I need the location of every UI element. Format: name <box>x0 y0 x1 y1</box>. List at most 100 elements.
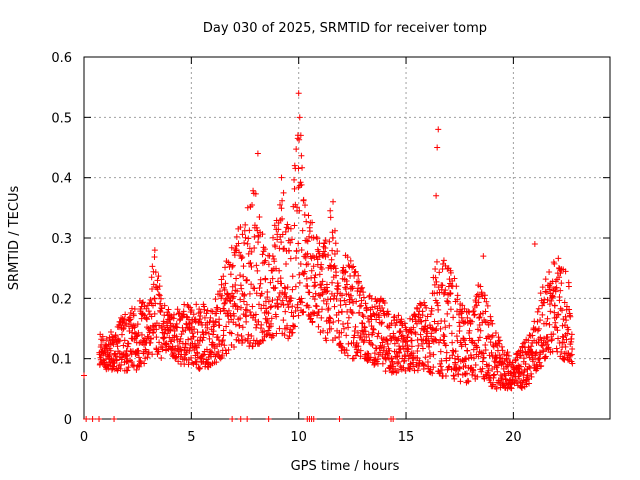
data-point <box>546 284 553 291</box>
data-point <box>408 337 415 344</box>
data-point <box>352 269 359 276</box>
data-point <box>150 330 157 337</box>
data-point <box>239 254 246 261</box>
data-point <box>444 265 451 272</box>
data-point <box>259 231 266 238</box>
data-point <box>480 354 487 361</box>
data-point <box>244 204 251 211</box>
data-point <box>447 269 454 276</box>
data-point <box>319 278 326 285</box>
data-point <box>322 237 329 244</box>
data-point <box>120 325 127 332</box>
data-point <box>548 337 555 344</box>
data-point <box>537 317 544 324</box>
data-point <box>229 263 236 270</box>
data-point <box>292 254 299 261</box>
data-point <box>535 305 542 312</box>
data-point <box>440 290 447 297</box>
data-point <box>196 306 203 313</box>
data-point <box>442 262 449 269</box>
data-point <box>219 337 226 344</box>
data-point <box>221 300 228 307</box>
data-point <box>310 416 317 422</box>
data-point <box>222 296 229 303</box>
data-point <box>478 289 485 296</box>
data-point <box>357 333 364 340</box>
data-point <box>413 320 420 327</box>
data-point <box>308 267 315 274</box>
data-point <box>223 350 230 357</box>
data-point <box>151 295 158 302</box>
data-point <box>421 299 428 306</box>
data-point <box>535 356 542 363</box>
data-point <box>288 295 295 302</box>
data-point <box>391 313 398 320</box>
data-point <box>553 284 560 291</box>
data-point <box>569 360 576 367</box>
data-point <box>350 263 357 270</box>
data-point <box>422 354 429 361</box>
data-point <box>537 334 544 341</box>
data-point <box>381 343 388 350</box>
data-point <box>459 302 466 309</box>
data-point <box>320 248 327 255</box>
data-point <box>269 275 276 282</box>
data-point <box>222 299 229 306</box>
data-point <box>181 301 188 308</box>
data-point <box>356 310 363 317</box>
data-point <box>359 312 366 319</box>
data-point <box>536 355 543 362</box>
data-point <box>260 337 267 344</box>
data-point <box>155 348 162 355</box>
data-point <box>449 339 456 346</box>
data-point <box>496 380 503 387</box>
grid <box>84 57 610 419</box>
data-point <box>215 349 222 356</box>
data-point <box>206 335 213 342</box>
data-point <box>156 292 163 299</box>
data-point <box>177 335 184 342</box>
data-point <box>445 364 452 371</box>
data-point <box>167 327 174 334</box>
data-point <box>491 371 498 378</box>
data-point <box>379 319 386 326</box>
data-point <box>481 295 488 302</box>
data-point <box>428 333 435 340</box>
data-point <box>485 321 492 328</box>
data-point <box>157 300 164 307</box>
data-point <box>230 293 237 300</box>
y-tick-label: 0.2 <box>51 292 72 307</box>
data-point <box>413 361 420 368</box>
data-point <box>248 263 255 270</box>
data-point <box>265 261 272 268</box>
data-point <box>353 349 360 356</box>
data-point <box>456 365 463 372</box>
data-point <box>271 222 278 229</box>
data-point <box>379 339 386 346</box>
data-point <box>267 323 274 330</box>
data-point <box>556 294 563 301</box>
data-point <box>343 332 350 339</box>
data-point <box>218 281 225 288</box>
data-point <box>474 373 481 380</box>
data-point <box>402 353 409 360</box>
data-point <box>305 261 312 268</box>
data-point <box>551 260 558 267</box>
data-point <box>286 298 293 305</box>
data-point <box>183 349 190 356</box>
data-point <box>128 358 135 365</box>
data-point <box>482 342 489 349</box>
data-point <box>197 309 204 316</box>
data-point <box>329 229 336 236</box>
data-point <box>400 335 407 342</box>
data-point <box>284 301 291 308</box>
data-point <box>265 327 272 334</box>
data-point <box>423 304 430 311</box>
data-point <box>252 311 259 318</box>
data-point <box>347 257 354 264</box>
data-point <box>240 263 247 270</box>
data-point <box>349 264 356 271</box>
data-point <box>229 290 236 297</box>
data-point <box>334 248 341 255</box>
data-point <box>278 174 285 181</box>
